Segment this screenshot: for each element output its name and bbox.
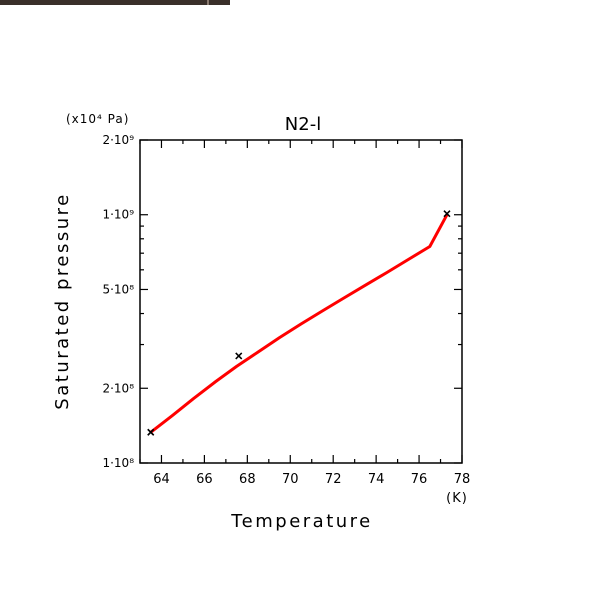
window-top-bar-notch <box>207 0 209 5</box>
x-axis-unit: (K) <box>446 491 468 506</box>
data-point-marker <box>235 352 243 360</box>
labels-layer: 64 66 68 70 72 74 76 78 1·10⁸ 2·10⁸ 5·10⁸ 1·10⁹ 2·10… <box>102 133 470 487</box>
x-tick-label: 68 <box>239 472 256 487</box>
y-axis-unit: (x10⁴ Pa) <box>66 112 129 126</box>
x-tick-label: 76 <box>411 472 428 487</box>
x-tick-label: 72 <box>325 472 342 487</box>
ticks-layer <box>139 139 463 464</box>
x-tick-label: 74 <box>368 472 385 487</box>
data-point-marker <box>443 210 451 218</box>
chart-title: N2-l <box>285 114 321 135</box>
x-tick-label: 64 <box>153 472 170 487</box>
x-tick-label: 70 <box>282 472 299 487</box>
window-top-bar <box>0 0 230 5</box>
markers-layer <box>147 210 451 436</box>
y-tick-label: 2·10⁸ <box>102 381 134 395</box>
x-tick-label: 66 <box>196 472 213 487</box>
x-axis-label: Temperature <box>230 511 373 532</box>
series-line <box>149 213 449 434</box>
plot-frame <box>139 139 463 464</box>
y-tick-label: 2·10⁹ <box>102 133 134 147</box>
y-tick-label: 1·10⁸ <box>102 456 134 470</box>
x-tick-label: 78 <box>454 472 471 487</box>
y-axis-label: Saturated pressure <box>52 192 73 409</box>
data-point-marker <box>147 428 155 436</box>
y-tick-label: 5·10⁸ <box>102 282 134 296</box>
y-tick-label: 1·10⁹ <box>102 208 134 222</box>
